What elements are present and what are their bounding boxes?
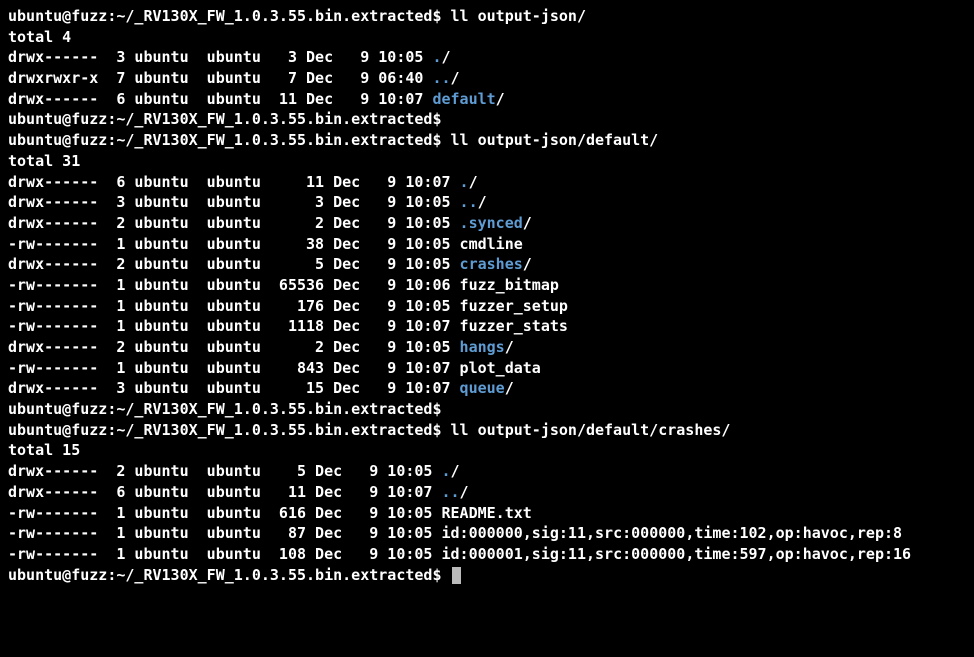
file-name: fuzz_bitmap	[460, 276, 559, 294]
listing-row-meta: drwx------ 3 ubuntu ubuntu 3 Dec 9 10:05	[8, 48, 432, 66]
terminal-output[interactable]: ubuntu@fuzz:~/_RV130X_FW_1.0.3.55.bin.ex…	[0, 0, 974, 591]
listing-row-meta: -rw------- 1 ubuntu ubuntu 176 Dec 9 10:…	[8, 297, 460, 315]
dir-name: crashes	[460, 255, 523, 273]
dir-slash: /	[505, 338, 514, 356]
listing-row: -rw------- 1 ubuntu ubuntu 176 Dec 9 10:…	[8, 296, 966, 317]
file-name: cmdline	[460, 235, 523, 253]
listing-row: drwx------ 2 ubuntu ubuntu 2 Dec 9 10:05…	[8, 337, 966, 358]
file-name: fuzzer_stats	[460, 317, 568, 335]
dir-name: ..	[460, 193, 478, 211]
listing-row-meta: -rw------- 1 ubuntu ubuntu 616 Dec 9 10:…	[8, 504, 441, 522]
listing-row: drwx------ 3 ubuntu ubuntu 3 Dec 9 10:05…	[8, 47, 966, 68]
prompt-line-empty: ubuntu@fuzz:~/_RV130X_FW_1.0.3.55.bin.ex…	[8, 399, 966, 420]
listing-row-meta: -rw------- 1 ubuntu ubuntu 38 Dec 9 10:0…	[8, 235, 460, 253]
listing-row: drwxrwxr-x 7 ubuntu ubuntu 7 Dec 9 06:40…	[8, 68, 966, 89]
listing-row: -rw------- 1 ubuntu ubuntu 87 Dec 9 10:0…	[8, 523, 966, 544]
listing-row-meta: drwx------ 2 ubuntu ubuntu 5 Dec 9 10:05	[8, 255, 460, 273]
dir-name: default	[432, 90, 495, 108]
listing-row-meta: -rw------- 1 ubuntu ubuntu 108 Dec 9 10:…	[8, 545, 441, 563]
total-line: total 4	[8, 27, 966, 48]
listing-row-meta: -rw------- 1 ubuntu ubuntu 843 Dec 9 10:…	[8, 359, 460, 377]
listing-row-meta: drwx------ 6 ubuntu ubuntu 11 Dec 9 10:0…	[8, 173, 460, 191]
listing-row: -rw------- 1 ubuntu ubuntu 616 Dec 9 10:…	[8, 503, 966, 524]
prompt-line-command: ubuntu@fuzz:~/_RV130X_FW_1.0.3.55.bin.ex…	[8, 420, 966, 441]
listing-row: -rw------- 1 ubuntu ubuntu 65536 Dec 9 1…	[8, 275, 966, 296]
listing-row-meta: drwxrwxr-x 7 ubuntu ubuntu 7 Dec 9 06:40	[8, 69, 432, 87]
file-name: plot_data	[460, 359, 541, 377]
dir-name: queue	[460, 379, 505, 397]
listing-row: drwx------ 2 ubuntu ubuntu 5 Dec 9 10:05…	[8, 461, 966, 482]
dir-slash: /	[451, 69, 460, 87]
listing-row: drwx------ 6 ubuntu ubuntu 11 Dec 9 10:0…	[8, 89, 966, 110]
listing-row-meta: -rw------- 1 ubuntu ubuntu 65536 Dec 9 1…	[8, 276, 460, 294]
dir-slash: /	[496, 90, 505, 108]
listing-row: -rw------- 1 ubuntu ubuntu 1118 Dec 9 10…	[8, 316, 966, 337]
dir-slash: /	[451, 462, 460, 480]
listing-row-meta: -rw------- 1 ubuntu ubuntu 1118 Dec 9 10…	[8, 317, 460, 335]
listing-row: drwx------ 6 ubuntu ubuntu 11 Dec 9 10:0…	[8, 482, 966, 503]
listing-row-meta: drwx------ 2 ubuntu ubuntu 2 Dec 9 10:05	[8, 338, 460, 356]
dir-slash: /	[441, 48, 450, 66]
dir-slash: /	[460, 483, 469, 501]
prompt-line-command: ubuntu@fuzz:~/_RV130X_FW_1.0.3.55.bin.ex…	[8, 130, 966, 151]
prompt-line-active[interactable]: ubuntu@fuzz:~/_RV130X_FW_1.0.3.55.bin.ex…	[8, 565, 966, 586]
listing-row: -rw------- 1 ubuntu ubuntu 38 Dec 9 10:0…	[8, 234, 966, 255]
listing-row-meta: drwx------ 3 ubuntu ubuntu 15 Dec 9 10:0…	[8, 379, 460, 397]
file-name: id:000001,sig:11,src:000000,time:597,op:…	[441, 545, 911, 563]
dir-slash: /	[469, 173, 478, 191]
dir-slash: /	[523, 214, 532, 232]
cursor	[452, 567, 461, 584]
listing-row: drwx------ 3 ubuntu ubuntu 15 Dec 9 10:0…	[8, 378, 966, 399]
listing-row-meta: drwx------ 3 ubuntu ubuntu 3 Dec 9 10:05	[8, 193, 460, 211]
file-name: README.txt	[441, 504, 531, 522]
listing-row: drwx------ 2 ubuntu ubuntu 5 Dec 9 10:05…	[8, 254, 966, 275]
listing-row: drwx------ 3 ubuntu ubuntu 3 Dec 9 10:05…	[8, 192, 966, 213]
file-name: id:000000,sig:11,src:000000,time:102,op:…	[441, 524, 902, 542]
dir-name: .synced	[460, 214, 523, 232]
listing-row-meta: -rw------- 1 ubuntu ubuntu 87 Dec 9 10:0…	[8, 524, 441, 542]
dir-name: .	[441, 462, 450, 480]
file-name: fuzzer_setup	[460, 297, 568, 315]
dir-slash: /	[478, 193, 487, 211]
dir-slash: /	[505, 379, 514, 397]
prompt-line-command: ubuntu@fuzz:~/_RV130X_FW_1.0.3.55.bin.ex…	[8, 6, 966, 27]
dir-name: ..	[432, 69, 450, 87]
listing-row: -rw------- 1 ubuntu ubuntu 843 Dec 9 10:…	[8, 358, 966, 379]
total-line: total 31	[8, 151, 966, 172]
dir-name: .	[460, 173, 469, 191]
listing-row-meta: drwx------ 6 ubuntu ubuntu 11 Dec 9 10:0…	[8, 483, 441, 501]
dir-slash: /	[523, 255, 532, 273]
listing-row-meta: drwx------ 2 ubuntu ubuntu 5 Dec 9 10:05	[8, 462, 441, 480]
prompt-line-empty: ubuntu@fuzz:~/_RV130X_FW_1.0.3.55.bin.ex…	[8, 109, 966, 130]
dir-name: ..	[441, 483, 459, 501]
listing-row-meta: drwx------ 2 ubuntu ubuntu 2 Dec 9 10:05	[8, 214, 460, 232]
total-line: total 15	[8, 440, 966, 461]
listing-row: -rw------- 1 ubuntu ubuntu 108 Dec 9 10:…	[8, 544, 966, 565]
listing-row: drwx------ 6 ubuntu ubuntu 11 Dec 9 10:0…	[8, 172, 966, 193]
listing-row: drwx------ 2 ubuntu ubuntu 2 Dec 9 10:05…	[8, 213, 966, 234]
dir-name: hangs	[460, 338, 505, 356]
listing-row-meta: drwx------ 6 ubuntu ubuntu 11 Dec 9 10:0…	[8, 90, 432, 108]
